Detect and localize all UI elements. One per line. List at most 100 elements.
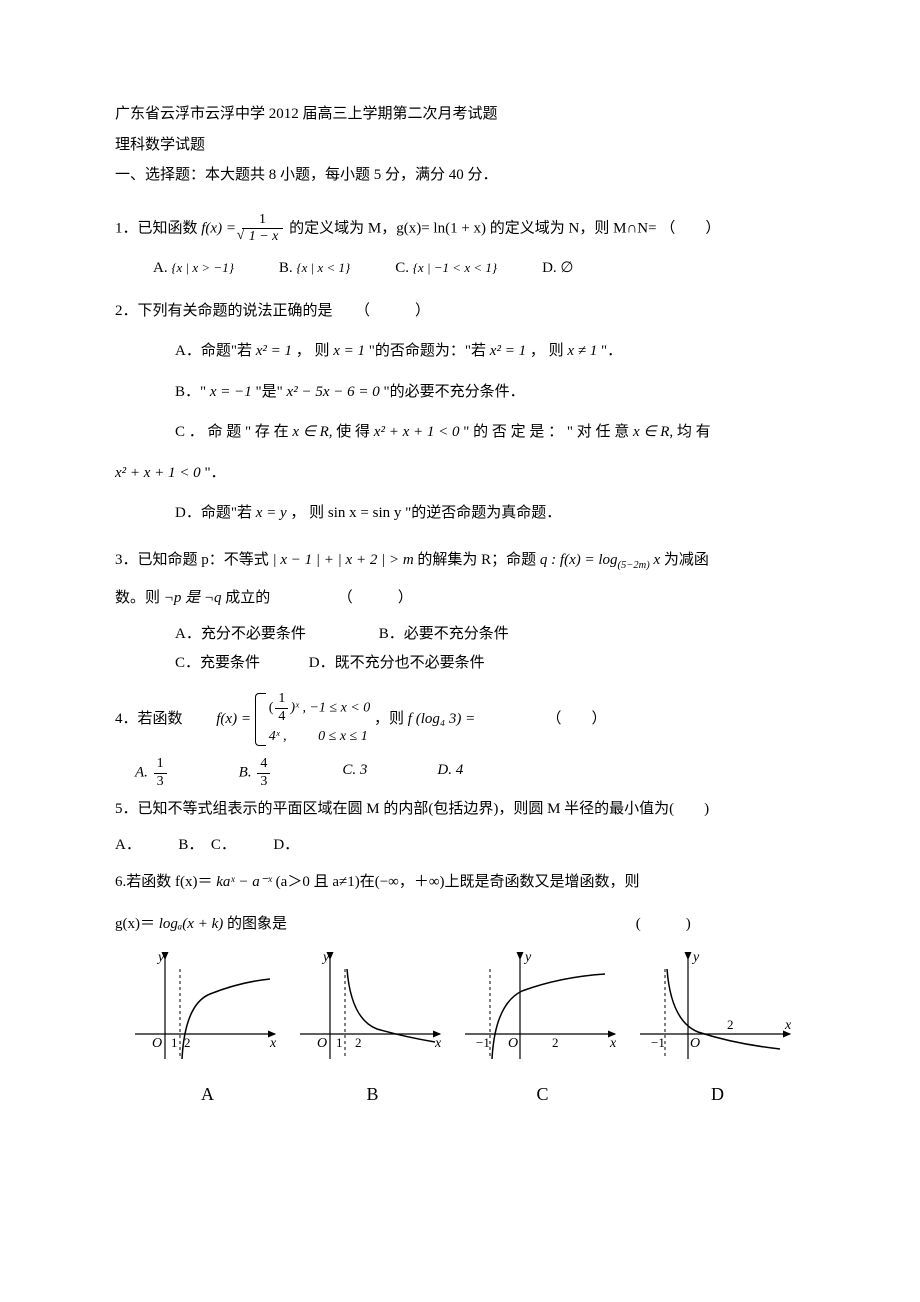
q4-mid: ，则	[374, 711, 408, 727]
q1-mid2: 的定义域为 N，则 M∩N= （ ）	[490, 220, 721, 236]
svg-text:y: y	[321, 950, 330, 965]
exam-title-line1: 广东省云浮市云浮中学 2012 届高三上学期第二次月考试题	[115, 100, 805, 129]
q5-stem: 5．已知不等式组表示的平面区域在圆 M 的内部(包括边界)，则圆 M 半径的最小…	[115, 801, 709, 817]
q3-optB: B．必要不充分条件	[379, 626, 509, 642]
section-title: 一、选择题：本大题共 8 小题，每小题 5 分，满分 40 分．	[115, 161, 805, 190]
q2-C-continuation: x² + x + 1 < 0 "．	[115, 459, 805, 488]
question-4: 4．若函数 f(x) = (14)ˣ , −1 ≤ x < 0 4ˣ , 0 ≤…	[115, 691, 805, 748]
q2-B-pre: B．"	[175, 384, 206, 400]
graph-B-label: B	[295, 1077, 450, 1111]
q2-C-end: 均 有	[677, 424, 711, 440]
q4-m2: f (log₄ 3) =	[408, 711, 475, 727]
q4-optA: A. 13	[135, 756, 169, 791]
q1-optC-label: C.	[395, 260, 409, 276]
q2-optD: D．命题"若 x = y ， 则 sin x = sin y "的逆否命题为真命…	[175, 499, 805, 528]
q1-optD-label: D.	[542, 260, 557, 276]
svg-text:−1: −1	[651, 1035, 665, 1050]
question-2-stem: 2．下列有关命题的说法正确的是 （ ）	[115, 297, 805, 326]
graph-A: y x O 1 2 A	[130, 949, 285, 1111]
q4-piecewise: (14)ˣ , −1 ≤ x < 0 4ˣ , 0 ≤ x ≤ 1	[255, 691, 371, 748]
q4-row1-num: 1	[275, 691, 288, 709]
q4-options: A. 13 B. 43 C. 3 D. 4	[135, 756, 805, 791]
svg-text:O: O	[317, 1036, 327, 1051]
q4-pre: 4．若函数	[115, 711, 213, 727]
q1-mid1: 的定义域为 M，g(x)=	[289, 220, 433, 236]
q6-m1: kaˣ − a⁻ˣ	[216, 874, 272, 890]
q1-optA: A. {x | x > −1}	[153, 254, 234, 283]
svg-text:O: O	[152, 1036, 162, 1051]
q2-D-pre: D．命题"若	[175, 505, 256, 521]
q1-optC: C. {x | −1 < x < 1}	[395, 254, 497, 283]
q6-line2b: 的图象是	[227, 916, 287, 932]
q5-options: A． B． C． D．	[115, 831, 805, 860]
q2-D-end: "的逆否命题为真命题．	[405, 505, 561, 521]
q4-optD: D. 4	[437, 756, 463, 791]
q6-pre: 6.若函数 f(x)＝	[115, 874, 216, 890]
svg-text:x: x	[269, 1036, 277, 1051]
q2-C-m1: x ∈ R,	[292, 424, 332, 440]
q1-radicand: 1 − x	[247, 228, 281, 244]
q2-A-m3: x² = 1	[490, 343, 526, 359]
q4-B-den: 3	[257, 774, 270, 791]
q1-func: f(x) =	[201, 220, 239, 236]
q2-C-mid: 使 得	[336, 424, 374, 440]
q2-B-m1: x = −1	[210, 384, 252, 400]
q1-optC-set: {x | −1 < x < 1}	[413, 260, 497, 275]
q3-line2b: 成立的 （ ）	[225, 590, 413, 606]
q2-C-m2: x² + x + 1 < 0	[374, 424, 460, 440]
q1-optB-label: B.	[279, 260, 293, 276]
svg-text:x: x	[609, 1036, 617, 1051]
svg-text:−1: −1	[476, 1035, 490, 1050]
q3-m2sub: (5−2m)	[618, 560, 650, 571]
svg-text:O: O	[690, 1036, 700, 1051]
q1-optB: B. {x | x < 1}	[279, 254, 350, 283]
q3-line2: 数。则 ¬p 是 ¬q 成立的 （ ）	[115, 584, 805, 613]
svg-text:y: y	[523, 950, 532, 965]
q1-optD: D. ∅	[542, 254, 573, 283]
q6-mid: (a＞0 且 a≠1)在(−∞，＋∞)上既是奇函数又是增函数，则	[276, 874, 640, 890]
q4-B-num: 4	[257, 756, 270, 774]
q1-optD-set: ∅	[560, 260, 573, 276]
q3-m3: ¬p 是 ¬q	[164, 590, 222, 606]
q4-A-den: 3	[154, 774, 167, 791]
graph-A-svg: y x O 1 2	[130, 949, 285, 1069]
q4-A-label: A.	[135, 765, 148, 781]
q3-m2end: x	[650, 552, 660, 568]
q2-D-m2: sin x = sin y	[328, 505, 401, 521]
q2-optB: B．" x = −1 "是" x² − 5x − 6 = 0 "的必要不充分条件…	[175, 378, 805, 407]
q2-optC: C ． 命 题 " 存 在 x ∈ R, 使 得 x² + x + 1 < 0 …	[175, 418, 805, 447]
graph-D: y x O −1 2 D	[635, 949, 800, 1111]
q1-optA-set: {x | x > −1}	[171, 260, 234, 275]
q3-options-row2: C．充要条件 D．既不充分也不必要条件	[175, 649, 805, 678]
q1-frac-num: 1	[242, 212, 284, 230]
q2-A-m4: x ≠ 1	[567, 343, 597, 359]
q1-optB-set: {x | x < 1}	[296, 260, 350, 275]
q3-line2a: 数。则	[115, 590, 164, 606]
graph-C-label: C	[460, 1077, 625, 1111]
svg-text:y: y	[156, 950, 165, 965]
q3-optC: C．充要条件	[175, 649, 305, 678]
q2-C-m3: x ∈ R,	[633, 424, 673, 440]
q1-optA-label: A.	[153, 260, 168, 276]
svg-text:2: 2	[184, 1035, 191, 1050]
q2-B-mid: "是"	[256, 384, 283, 400]
q2-A-m1: x² = 1	[256, 343, 292, 359]
svg-text:2: 2	[552, 1035, 559, 1050]
graph-D-label: D	[635, 1077, 800, 1111]
q6-graphs: y x O 1 2 A y x O 1 2 B	[130, 949, 805, 1111]
q6-line2a: g(x)＝	[115, 916, 159, 932]
q3-m2: q : f(x) = log(5−2m) x	[540, 552, 664, 568]
q2-A-end: "．	[601, 343, 622, 359]
q1-frac-den: 1 − x	[242, 229, 284, 246]
q3-m1: | x − 1 | + | x + 2 | > m	[273, 552, 414, 568]
q1-prefix: 1．已知函数	[115, 220, 201, 236]
question-6: 6.若函数 f(x)＝ kaˣ − a⁻ˣ (a＞0 且 a≠1)在(−∞，＋∞…	[115, 868, 805, 897]
q2-D-mid: ， 则	[290, 505, 328, 521]
q3-optD: D．既不充分也不必要条件	[309, 655, 485, 671]
q2-optA: A．命题"若 x² = 1 ， 则 x = 1 "的否命题为："若 x² = 1…	[175, 337, 805, 366]
q2-D-m1: x = y	[256, 505, 287, 521]
graph-C: y x O −1 2 C	[460, 949, 625, 1111]
q3-optA: A．充分不必要条件	[175, 620, 375, 649]
q3-options-row1: A．充分不必要条件 B．必要不充分条件	[175, 620, 805, 649]
q4-row1a: (	[269, 701, 274, 716]
